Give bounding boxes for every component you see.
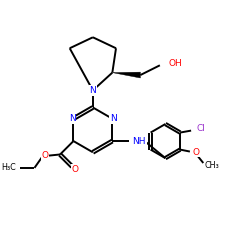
- Polygon shape: [112, 72, 140, 78]
- Text: O: O: [42, 151, 48, 160]
- Text: CH₃: CH₃: [204, 161, 219, 170]
- Text: N: N: [69, 114, 75, 123]
- Text: O: O: [192, 148, 199, 156]
- Text: Cl: Cl: [197, 124, 205, 134]
- Text: O: O: [72, 164, 79, 173]
- Text: H₃C: H₃C: [2, 164, 16, 172]
- Text: OH: OH: [168, 59, 182, 68]
- Text: NH: NH: [132, 136, 146, 145]
- Text: N: N: [90, 86, 96, 95]
- Text: N: N: [110, 114, 117, 123]
